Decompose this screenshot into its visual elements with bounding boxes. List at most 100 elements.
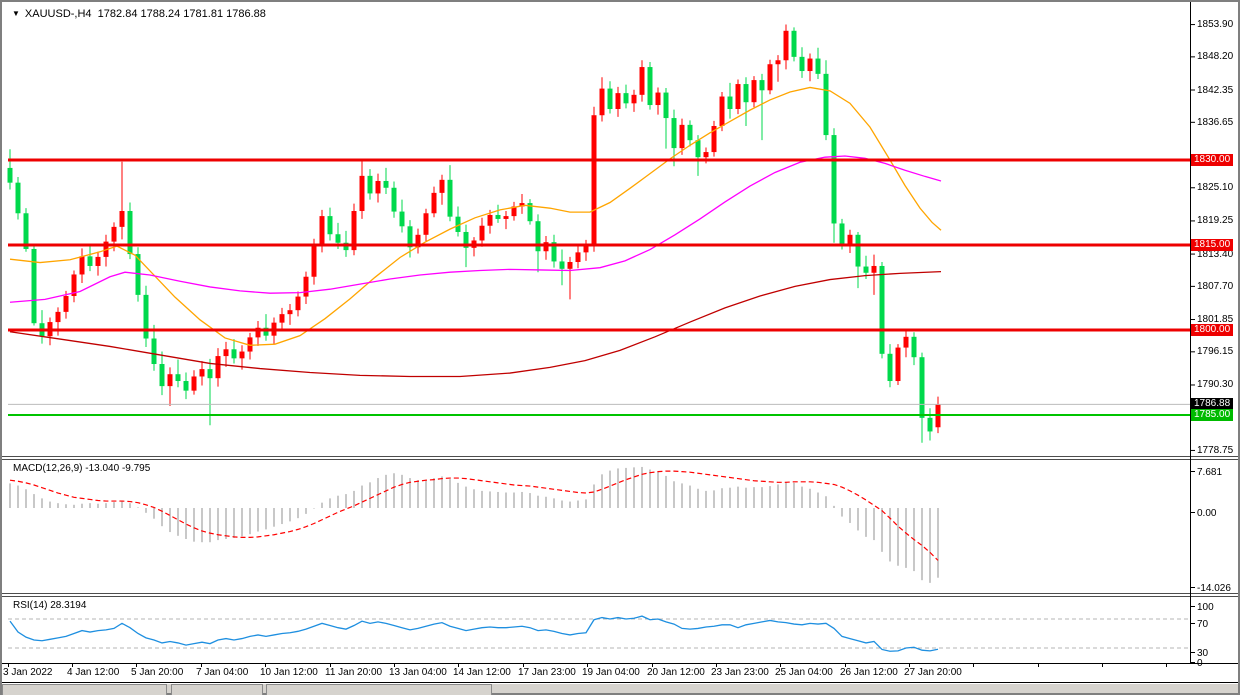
ohlc-readout: 1782.84 1788.24 1781.81 1786.88	[97, 8, 266, 20]
time-axis-label: 7 Jan 04:00	[196, 667, 249, 678]
candle-body	[303, 276, 309, 297]
taskbar-button[interactable]	[266, 684, 492, 695]
candle-body	[711, 125, 717, 153]
candle-body	[431, 192, 437, 214]
candle-body	[279, 314, 285, 323]
candle-body	[879, 265, 885, 354]
candle-body	[599, 88, 605, 116]
candle-body	[847, 234, 853, 246]
candle-body	[815, 58, 821, 74]
candle-body	[231, 349, 237, 359]
time-axis-label: 11 Jan 20:00	[325, 667, 383, 678]
candle-body	[311, 243, 317, 277]
rsi-line	[9, 615, 939, 652]
bottom-taskbar	[2, 684, 1238, 695]
symbol-dropdown-icon[interactable]: ▼	[12, 9, 20, 18]
symbol-period-label: XAUUSD-,H4	[24, 8, 92, 20]
candle-body	[535, 221, 541, 252]
candle-body	[439, 179, 445, 193]
price-axis-label: 1836.65	[1197, 116, 1234, 128]
candle-body	[759, 80, 765, 91]
candle-body	[391, 187, 397, 212]
candle-body	[55, 311, 61, 323]
candle-body	[383, 180, 389, 188]
indicator-axis-label: 0	[1197, 658, 1203, 669]
candle-body	[703, 152, 709, 158]
candle-body	[319, 216, 325, 244]
candle-body	[647, 67, 653, 106]
candle-body	[111, 226, 117, 242]
candle-body	[511, 206, 517, 217]
time-axis-label: 23 Jan 23:00	[711, 667, 769, 678]
candle-body	[239, 351, 245, 359]
time-axis-label: 3 Jan 2022	[3, 667, 53, 678]
candle-body	[727, 96, 733, 109]
candle-body	[7, 167, 13, 183]
price-axis-label: 1790.30	[1197, 379, 1234, 391]
price-badge: 1786.88	[1191, 398, 1234, 411]
candle-body	[327, 216, 333, 235]
price-badge: 1785.00	[1191, 409, 1234, 421]
price-axis-label: 1853.90	[1197, 19, 1234, 31]
candle-body	[119, 211, 125, 227]
candle-body	[887, 353, 893, 382]
candle-body	[927, 417, 933, 432]
time-axis-label: 20 Jan 12:00	[647, 667, 705, 678]
candle-body	[415, 234, 421, 248]
candle-body	[359, 175, 365, 212]
indicator-axis-label: 30	[1197, 648, 1209, 659]
candle-body	[679, 124, 685, 149]
candle-body	[463, 231, 469, 248]
candle-body	[583, 246, 589, 253]
candle-body	[695, 140, 701, 158]
indicator-axis-label: 100	[1197, 602, 1214, 613]
candle-body	[495, 214, 501, 219]
candle-body	[23, 213, 29, 249]
candle-body	[559, 261, 565, 269]
candle-body	[543, 242, 549, 252]
candle-body	[183, 381, 189, 391]
rsi-indicator-label: RSI(14) 28.3194	[13, 600, 87, 611]
candle-body	[87, 256, 93, 266]
price-badge: 1815.00	[1191, 239, 1234, 251]
taskbar-button[interactable]	[171, 684, 263, 695]
candle-body	[783, 30, 789, 61]
candle-body	[519, 203, 525, 207]
candle-body	[863, 266, 869, 273]
candle-body	[367, 175, 373, 194]
candle-body	[375, 180, 381, 194]
candle-body	[751, 80, 757, 103]
candle-body	[175, 374, 181, 382]
candle-body	[719, 96, 725, 126]
candle-body	[639, 67, 645, 95]
candle-body	[207, 369, 213, 379]
price-axis-label: 1796.15	[1197, 346, 1234, 358]
time-axis-label: 27 Jan 20:00	[904, 667, 962, 678]
candle-body	[167, 374, 173, 387]
time-axis-label: 5 Jan 20:00	[131, 667, 184, 678]
taskbar-button[interactable]	[2, 684, 167, 695]
candle-body	[79, 256, 85, 275]
candle-body	[191, 376, 197, 391]
price-axis-label: 1825.10	[1197, 182, 1234, 194]
candle-body	[15, 182, 21, 214]
price-badge: 1800.00	[1191, 324, 1234, 336]
candle-body	[895, 347, 901, 382]
candle-body	[215, 356, 221, 379]
candle-body	[575, 252, 581, 263]
macd-signal-line	[9, 470, 939, 561]
price-axis-label: 1801.85	[1197, 314, 1234, 326]
candle-body	[143, 294, 149, 339]
candle-body	[799, 56, 805, 72]
candle-body	[855, 234, 861, 267]
candle-body	[479, 225, 485, 241]
candle-body	[607, 88, 613, 109]
candle-body	[831, 135, 837, 224]
candle-body	[287, 310, 293, 315]
time-axis-label: 4 Jan 12:00	[67, 667, 120, 678]
time-axis-label: 10 Jan 12:00	[260, 667, 318, 678]
time-axis-label: 26 Jan 12:00	[840, 667, 898, 678]
time-axis-label: 13 Jan 04:00	[389, 667, 447, 678]
